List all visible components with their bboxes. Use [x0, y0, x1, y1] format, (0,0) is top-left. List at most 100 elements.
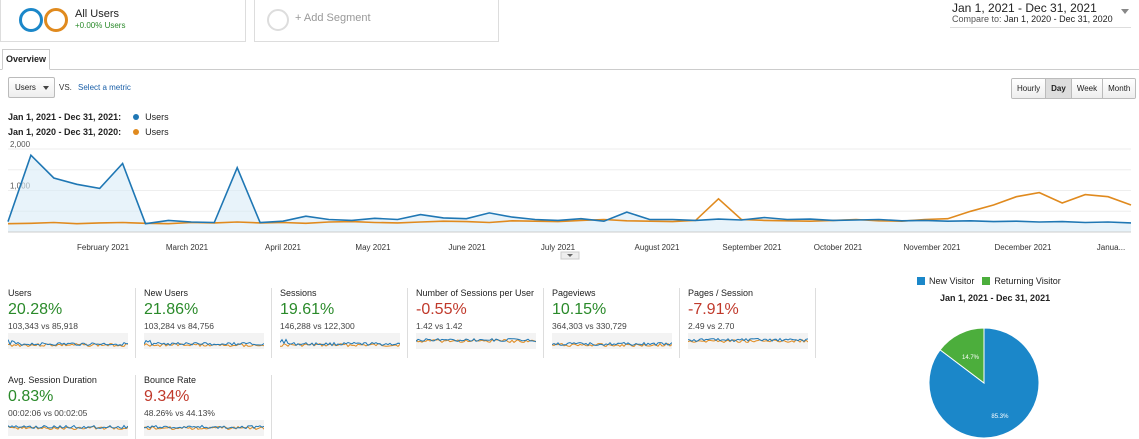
legend-prior: Jan 1, 2020 - Dec 31, 2020: Users: [8, 127, 169, 137]
legend-prior-series: Users: [145, 127, 169, 137]
granularity-month[interactable]: Month: [1103, 79, 1136, 98]
caret-down-icon[interactable]: [1121, 9, 1129, 14]
compare-range: Jan 1, 2020 - Dec 31, 2020: [1004, 14, 1113, 24]
sparkline-prior: [8, 342, 128, 348]
pie-legend-new: New Visitor: [929, 276, 975, 286]
metric-comparison: 48.26% vs 44.13%: [144, 408, 215, 418]
metric-percent-change: 0.83%: [8, 388, 54, 405]
metric-comparison: 00:02:06 vs 00:02:05: [8, 408, 88, 418]
segment-change: +0.00% Users: [75, 21, 126, 30]
granularity-hourly[interactable]: Hourly: [1012, 79, 1047, 98]
metric-percent-change: 20.28%: [8, 301, 63, 318]
metric-percent-change: -0.55%: [416, 301, 467, 318]
pie-legend: New Visitor Returning Visitor: [917, 276, 1069, 286]
segment-all-users[interactable]: All Users +0.00% Users: [0, 0, 246, 42]
caret-down-icon: [43, 86, 49, 90]
x-tick-label: May 2021: [355, 243, 391, 252]
pie-legend-returning: Returning Visitor: [994, 276, 1061, 286]
y-tick-label: 2,000: [10, 140, 31, 149]
granularity-week[interactable]: Week: [1071, 79, 1104, 98]
metric-select[interactable]: Users: [8, 77, 55, 98]
metric-select-value: Users: [15, 83, 36, 92]
metric-comparison: 103,343 vs 85,918: [8, 321, 78, 331]
segment-circles-icon: [19, 8, 68, 32]
visitor-pie-chart[interactable]: 85.3% 14.7%: [929, 310, 1039, 439]
pie-slice-returning-visitor[interactable]: [939, 327, 985, 385]
metric-sparkline: [416, 333, 536, 349]
metric-sparkline: [552, 333, 672, 349]
granularity-day[interactable]: Day: [1046, 79, 1072, 98]
x-tick-label: Janua...: [1097, 243, 1125, 252]
add-segment-button[interactable]: + Add Segment: [254, 0, 499, 42]
legend-current-series: Users: [145, 112, 169, 122]
metric-sparkline: [280, 333, 400, 349]
metric-comparison: 1.42 vs 1.42: [416, 321, 463, 331]
metric-label: Users: [8, 288, 32, 298]
metric-comparison: 364,303 vs 330,729: [552, 321, 627, 331]
metric-percent-change: 10.15%: [552, 301, 607, 318]
sparkline-current: [688, 337, 808, 343]
sparkline-bg: [280, 333, 400, 349]
compare-prefix: Compare to:: [952, 14, 1002, 24]
metric-percent-change: -7.91%: [688, 301, 739, 318]
metric-label: Avg. Session Duration: [8, 375, 97, 385]
metric-label: Pages / Session: [688, 288, 754, 298]
metric-label: Pageviews: [552, 288, 596, 298]
sparkline-bg: [8, 333, 128, 349]
date-range-picker[interactable]: Jan 1, 2021 - Dec 31, 2021 Compare to: J…: [950, 0, 1131, 28]
sparkline-prior: [688, 338, 808, 343]
x-tick-label: December 2021: [995, 243, 1052, 252]
x-tick-label: February 2021: [77, 243, 130, 252]
x-tick-label: November 2021: [904, 243, 961, 252]
tab-divider: [0, 69, 1139, 70]
date-range-main: Jan 1, 2021 - Dec 31, 2021: [952, 1, 1097, 15]
new-visitor-swatch-icon: [917, 277, 925, 285]
sparkline-current: [144, 424, 264, 430]
pie-title: Jan 1, 2021 - Dec 31, 2021: [940, 293, 1051, 303]
legend-dot-prior-icon: [133, 129, 140, 135]
metric-comparison: 103,284 vs 84,756: [144, 321, 214, 331]
metric-sparkline: [688, 333, 808, 349]
metric-sparkline: [144, 333, 264, 349]
date-range-compare: Compare to: Jan 1, 2020 - Dec 31, 2020: [952, 14, 1113, 24]
legend-current-range: Jan 1, 2021 - Dec 31, 2021:: [8, 112, 122, 122]
sparkline-current: [416, 338, 536, 342]
x-tick-label: April 2021: [265, 243, 302, 252]
metric-label: Number of Sessions per User: [416, 288, 535, 298]
sparkline-bg: [144, 333, 264, 349]
metric-label: New Users: [144, 288, 189, 298]
metric-sparkline: [8, 333, 128, 349]
pie-slice-label: 85.3%: [991, 414, 1009, 420]
x-tick-label: March 2021: [166, 243, 209, 252]
metric-tile[interactable]: Number of Sessions per User -0.55% 1.42 vs…: [416, 288, 544, 358]
metric-comparison: 2.49 vs 2.70: [688, 321, 735, 331]
sparkline-current: [280, 338, 400, 347]
metric-tile[interactable]: Avg. Session Duration 0.83% 00:02:06 vs 00…: [8, 375, 136, 439]
granularity-switch: Hourly Day Week Month: [1011, 78, 1137, 99]
x-tick-label: August 2021: [635, 243, 680, 252]
metric-sparkline: [144, 420, 264, 436]
metric-tile[interactable]: Users 20.28% 103,343 vs 85,918: [8, 288, 136, 358]
metric-label: Bounce Rate: [144, 375, 197, 385]
metric-tile[interactable]: Bounce Rate 9.34% 48.26% vs 44.13%: [144, 375, 272, 439]
legend-current: Jan 1, 2021 - Dec 31, 2021: Users: [8, 112, 169, 122]
x-tick-label: July 2021: [541, 243, 576, 252]
legend-dot-current-icon: [133, 114, 140, 120]
tab-overview[interactable]: Overview: [2, 49, 50, 70]
segment-name: All Users: [75, 8, 120, 20]
pie-slice-label: 14.7%: [962, 355, 980, 361]
chevron-down-icon: [567, 254, 573, 257]
metric-tile[interactable]: New Users 21.86% 103,284 vs 84,756: [144, 288, 272, 358]
metric-comparison: 146,288 vs 122,300: [280, 321, 355, 331]
metric-tile[interactable]: Pageviews 10.15% 364,303 vs 330,729: [552, 288, 680, 358]
select-metric-link[interactable]: Select a metric: [78, 83, 131, 92]
sparkline-current: [144, 339, 264, 347]
sparkline-current: [8, 339, 128, 347]
metric-tile[interactable]: Sessions 19.61% 146,288 vs 122,300: [280, 288, 408, 358]
metric-percent-change: 19.61%: [280, 301, 335, 318]
metric-percent-change: 21.86%: [144, 301, 199, 318]
metric-label: Sessions: [280, 288, 317, 298]
metric-tile[interactable]: Pages / Session -7.91% 2.49 vs 2.70: [688, 288, 816, 358]
add-segment-label: + Add Segment: [295, 12, 371, 24]
